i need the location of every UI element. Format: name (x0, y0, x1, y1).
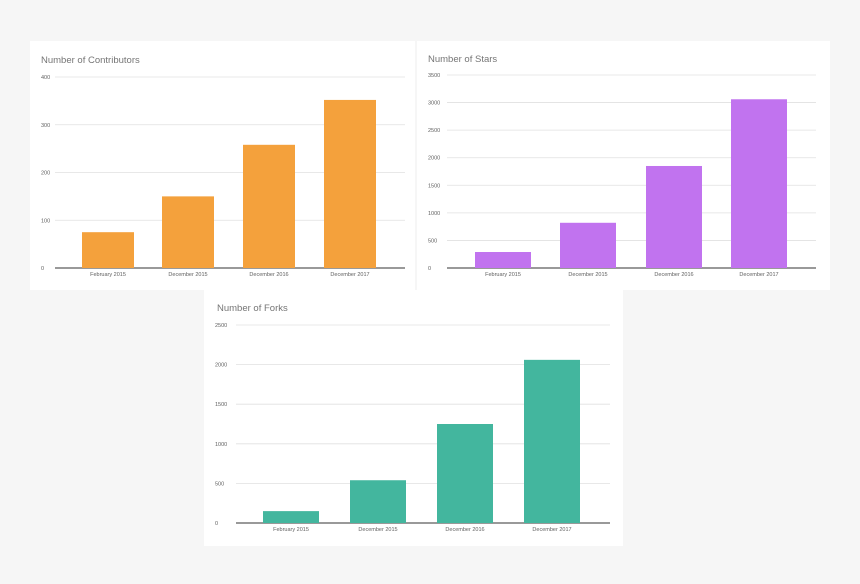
stars-chart: Number of Stars 0 500 1000 1500 2000 2500 3000… (428, 54, 816, 278)
x-tick-label: December 2017 (532, 527, 571, 533)
y-tick-label: 1500 (215, 402, 227, 408)
x-tick-label: December 2015 (168, 272, 207, 278)
y-tick-label: 2000 (215, 363, 227, 369)
bar (243, 144, 295, 268)
y-tick-label: 200 (41, 171, 50, 177)
chart-title: Number of Stars (428, 54, 497, 65)
x-tick-label: December 2017 (739, 272, 778, 278)
y-tick-label: 1500 (428, 183, 440, 189)
bar (646, 165, 702, 268)
x-tick-label: February 2015 (90, 272, 126, 278)
y-tick-label: 3000 (428, 101, 440, 107)
x-tick-label: December 2016 (249, 272, 288, 278)
bar (731, 99, 787, 269)
bar (350, 480, 406, 523)
forks-chart-panel: Number of Forks 0 500 1000 1500 2000 2500 Febr… (204, 290, 623, 546)
bar (82, 232, 134, 268)
x-tick-label: December 2016 (654, 272, 693, 278)
y-tick-label: 1000 (215, 442, 227, 448)
x-tick-label: December 2016 (445, 527, 484, 533)
x-tick-label: February 2015 (485, 272, 521, 278)
bar (560, 222, 616, 268)
forks-chart: Number of Forks 0 500 1000 1500 2000 2500 Febr… (215, 303, 610, 533)
y-tick-label: 3500 (428, 73, 440, 79)
x-tick-label: December 2015 (358, 527, 397, 533)
contributors-chart-panel: Number of Contributors 0 100 200 300 400 Febr… (30, 41, 415, 290)
bar (524, 359, 580, 523)
y-tick-label: 400 (41, 75, 50, 81)
x-tick-label: February 2015 (273, 527, 309, 533)
y-tick-label: 100 (41, 218, 50, 224)
x-tick-label: December 2015 (568, 272, 607, 278)
bar (324, 99, 376, 268)
y-tick-label: 2500 (428, 128, 440, 134)
y-tick-label: 500 (215, 481, 224, 487)
bar (437, 424, 493, 523)
bar (263, 511, 319, 523)
y-tick-label: 0 (215, 521, 218, 527)
y-tick-label: 0 (428, 266, 431, 272)
bar (475, 252, 531, 268)
stars-chart-panel: Number of Stars 0 500 1000 1500 2000 2500 3000… (417, 41, 830, 290)
y-tick-label: 0 (41, 266, 44, 272)
chart-title: Number of Forks (217, 303, 288, 314)
contributors-chart: Number of Contributors 0 100 200 300 400 Febr… (41, 55, 405, 278)
y-tick-label: 2000 (428, 156, 440, 162)
y-tick-label: 2500 (215, 323, 227, 329)
y-tick-label: 1000 (428, 211, 440, 217)
x-tick-label: December 2017 (330, 272, 369, 278)
chart-title: Number of Contributors (41, 55, 140, 66)
y-tick-label: 500 (428, 238, 437, 244)
bar (162, 196, 214, 268)
y-tick-label: 300 (41, 123, 50, 129)
